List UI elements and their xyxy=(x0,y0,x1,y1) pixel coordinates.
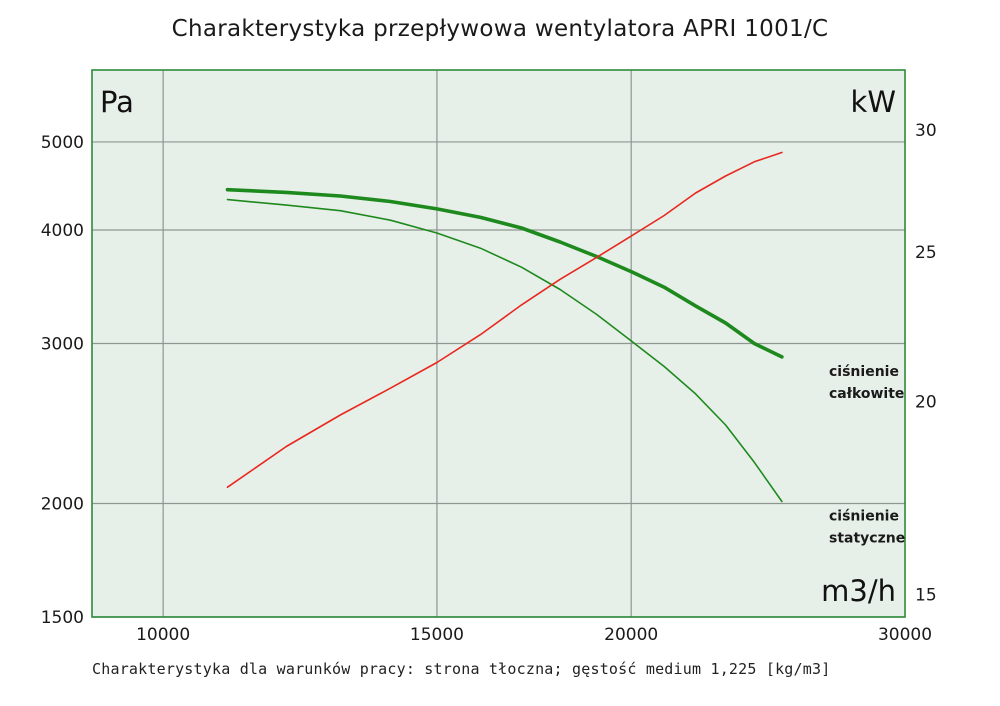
x-axis-label: m3/h xyxy=(821,574,896,608)
series-label-2: statyczne xyxy=(829,531,905,547)
chart-footnote: Charakterystyka dla warunków pracy: stro… xyxy=(92,660,831,678)
x-tick-label: 10000 xyxy=(136,625,190,645)
y-right-tick-label: 15 xyxy=(915,585,937,605)
series-line-2 xyxy=(226,198,783,503)
x-tick-label: 20000 xyxy=(604,625,658,645)
x-tick-label: 30000 xyxy=(878,625,932,645)
y-left-tick-label: 1500 xyxy=(41,608,84,628)
series-label-2: ciśnienie xyxy=(829,509,899,525)
y-left-axis-label: Pa xyxy=(100,85,134,119)
series-label-1: ciśnienie xyxy=(829,364,899,380)
plot-frame xyxy=(91,69,906,618)
y-right-tick-label: 20 xyxy=(915,393,937,413)
y-right-tick-label: 25 xyxy=(915,243,937,263)
y-left-tick-label: 3000 xyxy=(41,335,84,355)
series-line-3 xyxy=(226,151,783,489)
chart-title: Charakterystyka przepływowa wentylatora … xyxy=(171,16,829,42)
y-right-tick-label: 30 xyxy=(915,121,937,141)
y-left-tick-label: 2000 xyxy=(41,494,84,514)
series-label-1: całkowite xyxy=(829,386,904,402)
y-right-axis-label: kW xyxy=(851,85,896,119)
y-left-tick-label: 4000 xyxy=(41,221,84,241)
series-line-1 xyxy=(225,187,784,359)
y-left-tick-label: 5000 xyxy=(41,133,84,153)
x-tick-label: 15000 xyxy=(410,625,464,645)
